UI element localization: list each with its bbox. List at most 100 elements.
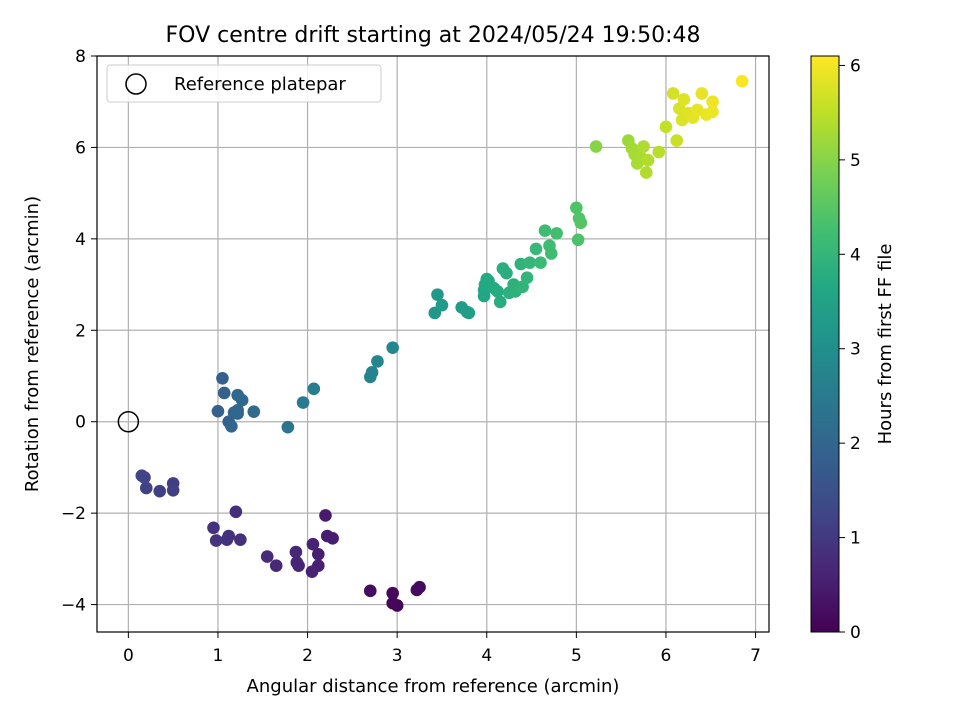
x-axis-label: Angular distance from reference (arcmin) — [247, 676, 620, 697]
data-point — [320, 529, 334, 543]
colorbar-tick-label: 1 — [850, 529, 861, 549]
data-point — [435, 298, 449, 312]
legend: Reference platepar — [106, 64, 382, 103]
data-point — [319, 509, 332, 522]
x-tick-label: 5 — [571, 646, 582, 666]
data-point — [523, 256, 537, 269]
x-tick-label: 3 — [392, 646, 403, 666]
data-point — [216, 371, 229, 385]
data-point — [139, 481, 153, 495]
data-point — [574, 216, 588, 230]
x-tick-label: 4 — [481, 646, 492, 666]
grid — [97, 55, 769, 632]
data-point — [269, 559, 283, 573]
data-point — [570, 201, 583, 215]
data-point — [235, 393, 249, 407]
y-ticks: −4 −2 0 2 4 6 8 — [61, 47, 97, 616]
data-point — [491, 285, 504, 298]
data-point — [534, 256, 547, 269]
x-tick-label: 6 — [661, 646, 672, 666]
data-point — [363, 584, 377, 598]
data-point — [211, 404, 225, 418]
data-point — [544, 247, 558, 260]
data-point — [493, 295, 507, 309]
data-point — [386, 586, 399, 600]
legend-label: Reference platepar — [174, 74, 346, 95]
colorbar-tick-label: 0 — [850, 623, 861, 643]
data-point — [209, 534, 223, 547]
data-point — [229, 505, 243, 519]
data-point — [550, 227, 563, 240]
data-point — [292, 559, 305, 573]
data-point — [652, 145, 666, 159]
data-point — [410, 583, 424, 597]
data-point — [289, 545, 303, 559]
x-ticks: 0 1 2 3 4 5 6 7 — [123, 632, 761, 666]
reference-platepar-marker — [117, 410, 140, 433]
data-point — [641, 153, 655, 167]
data-point — [677, 93, 691, 106]
data-points — [135, 74, 749, 612]
colorbar-tick-label: 4 — [850, 245, 861, 265]
data-point — [431, 288, 444, 301]
data-point — [670, 134, 684, 147]
data-point — [706, 95, 719, 109]
data-point — [529, 242, 543, 256]
data-point — [234, 533, 247, 546]
data-point — [659, 120, 673, 134]
data-point — [207, 521, 220, 535]
data-point — [735, 74, 749, 88]
data-point — [247, 405, 261, 418]
y-tick-label: 0 — [75, 413, 86, 433]
data-point — [500, 266, 513, 280]
x-tick-label: 7 — [750, 646, 761, 666]
y-tick-label: −4 — [61, 596, 86, 616]
chart-title: FOV centre drift starting at 2024/05/24 … — [166, 23, 701, 48]
x-tick-label: 1 — [213, 646, 224, 666]
colorbar-tick-label: 5 — [850, 151, 861, 171]
x-tick-label: 2 — [302, 646, 313, 666]
data-point — [220, 533, 234, 546]
data-point — [571, 233, 585, 247]
data-point — [312, 547, 325, 561]
data-point — [307, 382, 321, 396]
legend-marker-icon — [125, 73, 147, 95]
y-tick-label: −2 — [61, 504, 86, 524]
data-point — [305, 565, 319, 578]
data-point — [217, 386, 231, 400]
colorbar-tick-label: 3 — [850, 340, 861, 360]
data-point — [520, 271, 534, 285]
data-point — [386, 596, 399, 610]
colorbar-tick-label: 2 — [850, 434, 861, 454]
x-tick-label: 0 — [123, 646, 134, 666]
data-point — [538, 224, 552, 237]
data-point — [135, 469, 149, 482]
colorbar-tick-label: 6 — [850, 56, 861, 76]
data-point — [386, 341, 399, 354]
data-point — [589, 140, 603, 153]
data-point — [365, 366, 379, 379]
y-tick-label: 8 — [75, 47, 86, 67]
data-point — [306, 537, 320, 551]
data-point — [281, 420, 295, 434]
data-point — [706, 105, 719, 119]
y-axis-label: Rotation from reference (arcmin) — [22, 196, 43, 492]
reference-layer — [117, 410, 140, 433]
data-point — [637, 140, 650, 153]
data-point — [666, 87, 680, 100]
y-tick-label: 6 — [75, 138, 86, 158]
data-point — [371, 355, 384, 368]
data-point — [225, 419, 238, 433]
y-tick-label: 4 — [75, 230, 86, 250]
colorbar-label: Hours from first FF file — [875, 244, 896, 445]
data-point — [296, 396, 310, 409]
colorbar — [810, 55, 840, 633]
legend-box — [106, 64, 382, 103]
colorbar-ticks: 0 1 2 3 4 5 6 — [839, 56, 861, 643]
data-point — [153, 484, 167, 498]
data-point — [260, 550, 274, 563]
data-point — [462, 306, 476, 320]
data-point — [695, 87, 709, 100]
y-tick-label: 2 — [75, 321, 86, 341]
